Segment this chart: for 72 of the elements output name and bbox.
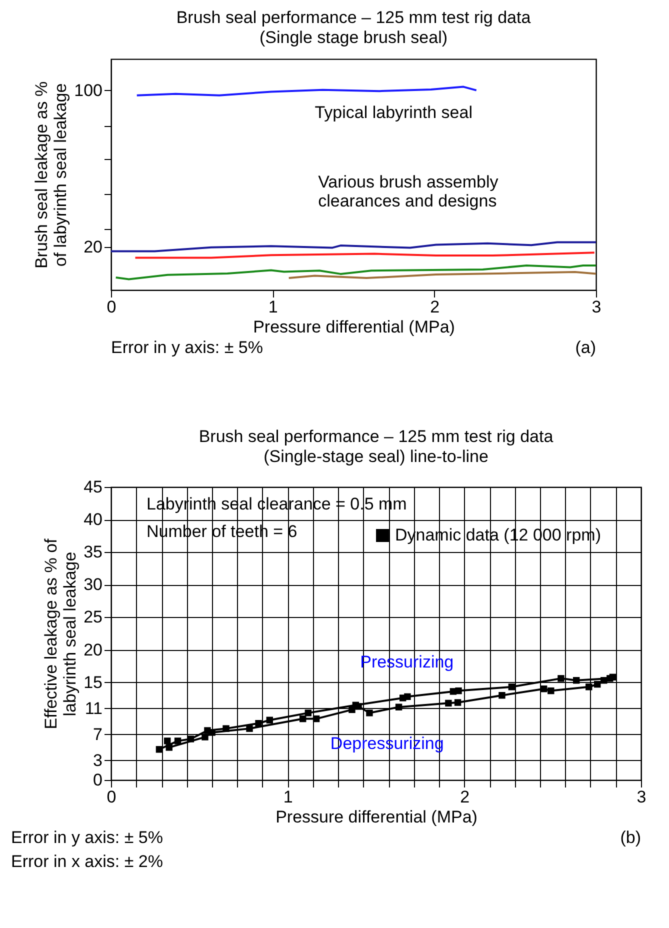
line-series	[114, 264, 597, 280]
x-axis-title: Pressure differential (MPa)	[253, 318, 455, 336]
point	[454, 699, 462, 706]
y-tick-label: 35	[84, 542, 102, 562]
x-tick-label: 0	[106, 788, 116, 806]
y-tick-label: 40	[84, 510, 102, 530]
point	[572, 677, 580, 684]
x-tick-label: 3	[636, 788, 646, 806]
point	[208, 729, 216, 736]
point	[300, 715, 306, 722]
point	[498, 692, 506, 699]
point	[594, 680, 601, 688]
point	[540, 685, 548, 692]
y-tick-label: 20	[84, 640, 102, 660]
point	[609, 674, 616, 680]
point	[455, 687, 462, 694]
point	[404, 693, 411, 700]
x-tick-label: 3	[592, 298, 602, 316]
point	[586, 684, 592, 690]
point	[246, 725, 253, 732]
line-series	[110, 241, 597, 252]
x-tick-label: 1	[283, 788, 293, 806]
chart-title: Brush seal performance – 125 mm test rig data	[198, 427, 554, 446]
point	[548, 687, 554, 694]
point	[222, 725, 230, 732]
x-tick-label: 1	[268, 298, 278, 316]
point	[312, 715, 320, 722]
x-tick-label: 2	[460, 788, 470, 806]
point	[266, 716, 273, 724]
x-tick-label: 0	[106, 298, 116, 316]
y-tick-label: 11	[84, 698, 102, 718]
point	[174, 738, 182, 744]
point	[366, 710, 373, 716]
y-tick-label: 45	[84, 478, 102, 496]
point	[508, 684, 516, 690]
y-tick-label: 0	[93, 770, 102, 790]
x-axis-title: Pressure differential (MPa)	[276, 808, 478, 826]
point	[445, 700, 452, 707]
y-tick-label: 30	[84, 575, 102, 594]
point	[164, 738, 171, 744]
text: (b)	[620, 828, 641, 847]
point	[348, 706, 356, 714]
line-series	[288, 270, 597, 280]
point	[304, 710, 312, 716]
point	[355, 703, 362, 710]
point	[166, 744, 172, 751]
y-tick-label: 20	[84, 237, 102, 256]
chart-title: Brush seal performance – 125 mm test rig data	[176, 8, 532, 27]
point	[202, 734, 208, 740]
point	[600, 677, 608, 684]
point	[187, 736, 194, 742]
annotation: Typical labyrinth seal	[314, 103, 473, 122]
y-axis-title: Effective leakage as % of labyrinth seal leakage	[42, 538, 80, 730]
text: Error in y axis: ± 5%	[11, 828, 163, 847]
chart-subtitle: (Single-stage seal) line-to-line	[264, 447, 488, 466]
point	[255, 720, 262, 727]
y-tick-label: 100	[74, 80, 102, 100]
annotation: Various brush assembly clearances and designs	[318, 172, 499, 210]
point	[558, 675, 564, 682]
y-axis-title: Brush seal leakage as % of labyrinth seal leakage	[32, 81, 70, 269]
point	[156, 746, 163, 753]
text: Error in y axis: ± 5%	[111, 338, 263, 357]
chart-subtitle: (Single stage brush seal)	[259, 28, 448, 47]
y-tick-label: 25	[84, 608, 102, 627]
x-tick-label: 2	[430, 298, 440, 316]
point	[395, 704, 402, 710]
y-tick-label: 7	[93, 724, 102, 744]
line-series	[136, 86, 478, 96]
y-tick-label: 15	[84, 672, 102, 692]
text: Error in x axis: ± 2%	[11, 852, 163, 871]
text: (a)	[575, 338, 596, 357]
y-tick-label: 3	[93, 750, 102, 770]
